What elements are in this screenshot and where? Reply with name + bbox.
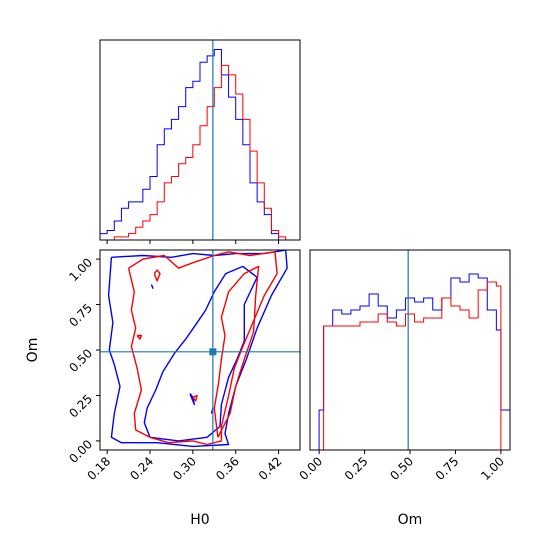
contour-island-9 (136, 334, 143, 340)
om-axis-label: Om (398, 512, 423, 528)
om-marginal-tick-label-3: 0.75 (433, 454, 462, 483)
om-tick-label-0: 0.00 (66, 437, 95, 466)
joint-truth-marker (209, 348, 217, 356)
om-marginal-tick-label-4: 1.00 (478, 454, 507, 483)
om-axis-label-vertical: Om (25, 338, 41, 363)
joint-contour-panel: 0.18 0.24 0.30 0.36 0.42 0.00 0.25 0.50 0.75 1.0… (25, 249, 301, 528)
contour-inner-2 (143, 265, 258, 442)
h0-tick-label-2: 0.30 (170, 454, 199, 483)
contour-outer-1 (107, 250, 288, 448)
h0-tick-label-1: 0.24 (127, 454, 156, 483)
contour-island-8 (153, 269, 161, 282)
om-histogram-series (310, 273, 510, 451)
h0-tick-label-3: 0.36 (213, 454, 242, 483)
joint-om-ticks: 0.00 0.25 0.50 0.75 1.00 (66, 255, 100, 466)
h0-histogram-series (100, 49, 300, 241)
joint-h0-ticks: 0.18 0.24 0.30 0.36 0.42 (84, 450, 285, 483)
contour-island-3 (189, 393, 196, 406)
om-marginal-ticks: 0.00 0.25 0.50 0.75 1.00 (296, 450, 507, 483)
om-marginal-tick-label-0: 0.00 (296, 454, 325, 483)
h0-axis-label: H0 (190, 512, 209, 528)
om-histogram-series-2 (310, 281, 510, 451)
om-tick-label-3: 0.75 (66, 301, 95, 330)
h0-histogram-series-2 (100, 64, 300, 241)
contour-island-4 (150, 284, 154, 289)
joint-frame (99, 249, 301, 451)
contour-inner-7 (213, 265, 260, 438)
om-tick-label-1: 0.25 (66, 392, 95, 421)
om-tick-label-2: 0.50 (66, 346, 95, 375)
contour-island-10 (192, 394, 198, 402)
h0-histogram-series-1 (100, 49, 300, 241)
om-histogram-series-1 (310, 273, 510, 451)
h0-marginal-frame (99, 39, 301, 241)
h0-tick-label-0: 0.18 (84, 454, 113, 483)
om-marginal-panel: 0.00 0.25 0.50 0.75 1.00 Om (296, 249, 511, 528)
h0-tick-label-4: 0.42 (256, 454, 285, 483)
om-marginal-tick-label-2: 0.50 (387, 454, 416, 483)
h0-marginal-panel (99, 39, 301, 244)
h0-marginal-ticks (106, 240, 280, 244)
om-marginal-tick-label-1: 0.25 (342, 454, 371, 483)
om-tick-label-4: 1.00 (66, 255, 95, 284)
om-marginal-frame (309, 249, 511, 451)
contour-outer-6 (127, 251, 278, 446)
joint-contours (107, 250, 288, 448)
